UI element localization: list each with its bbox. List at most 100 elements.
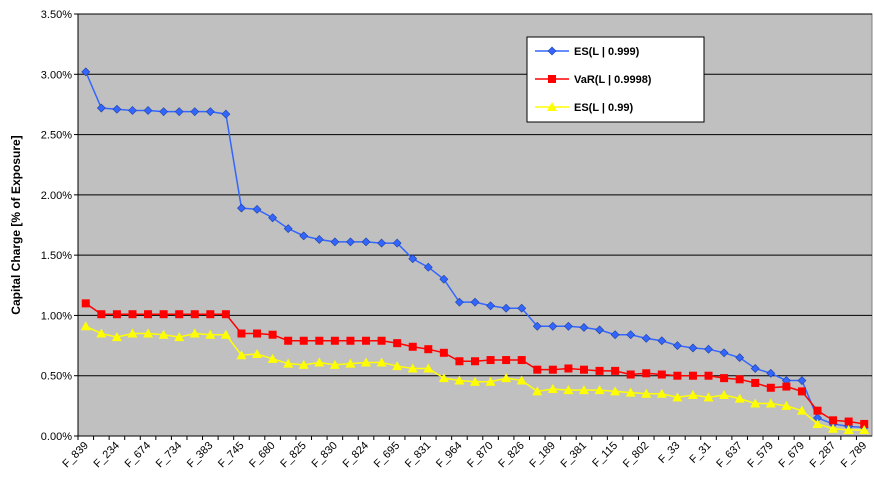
- x-tick-label: F_381: [559, 440, 590, 471]
- data-point: [81, 67, 91, 77]
- data-point: [299, 336, 308, 345]
- y-tick-label: 2.50%: [41, 130, 72, 142]
- x-tick-label: F_825: [278, 440, 309, 471]
- data-point: [128, 310, 137, 319]
- data-point: [253, 329, 262, 338]
- data-point: [128, 106, 137, 115]
- data-point: [143, 106, 153, 115]
- x-tick-label: F_674: [123, 440, 154, 471]
- data-point: [719, 390, 730, 400]
- y-tick-label: 1.00%: [41, 310, 72, 322]
- data-point: [112, 104, 122, 114]
- data-point: [797, 376, 807, 385]
- x-tick-label: F_839: [60, 440, 91, 471]
- data-point: [610, 330, 620, 340]
- data-point: [626, 370, 635, 379]
- legend-label: ES(L | 0.999): [574, 46, 640, 58]
- data-point: [267, 353, 278, 363]
- data-point: [236, 350, 247, 360]
- data-point: [392, 238, 402, 248]
- data-point: [672, 392, 683, 402]
- data-point: [175, 310, 184, 319]
- data-point: [548, 321, 558, 331]
- data-point: [221, 109, 231, 119]
- data-point: [455, 357, 464, 366]
- data-point: [517, 356, 526, 365]
- data-point: [750, 364, 760, 373]
- data-point: [517, 303, 527, 313]
- data-point: [532, 321, 542, 331]
- data-point: [704, 344, 713, 354]
- series: [80, 321, 870, 434]
- legend-marker: [547, 46, 557, 56]
- data-point: [641, 388, 652, 398]
- y-tick-label: 0.00%: [41, 431, 72, 443]
- data-point: [829, 416, 838, 425]
- x-tick-label: F_830: [309, 440, 340, 471]
- data-point: [407, 363, 418, 373]
- data-point: [687, 390, 698, 400]
- x-tick-label: F_383: [185, 440, 216, 471]
- data-point: [844, 417, 853, 426]
- data-point: [330, 336, 339, 345]
- y-tick-label: 2.00%: [41, 190, 72, 202]
- data-point: [735, 353, 745, 363]
- data-point: [205, 107, 215, 117]
- data-point: [438, 373, 449, 383]
- data-point: [237, 203, 246, 213]
- data-point: [486, 356, 495, 365]
- y-tick-label: 1.50%: [41, 250, 72, 262]
- data-point: [361, 357, 372, 367]
- x-tick-label: F_802: [621, 440, 652, 471]
- x-tick-label: F_824: [341, 440, 372, 471]
- data-point: [423, 363, 434, 373]
- data-point: [533, 365, 542, 374]
- data-point: [361, 237, 371, 247]
- data-point: [206, 310, 215, 319]
- data-point: [734, 393, 745, 403]
- data-point: [314, 357, 325, 367]
- data-point: [159, 310, 168, 319]
- data-point: [547, 383, 558, 393]
- data-point: [766, 383, 775, 392]
- data-point: [548, 365, 557, 374]
- y-axis-title: Capital Charge [% of Exposure]: [9, 135, 23, 314]
- data-point: [579, 365, 588, 374]
- data-point: [625, 387, 636, 397]
- data-point: [673, 371, 682, 380]
- data-point: [672, 341, 682, 350]
- data-point: [143, 328, 154, 338]
- data-point: [377, 238, 387, 248]
- data-point: [220, 329, 231, 339]
- data-point: [563, 321, 573, 331]
- data-point: [423, 262, 433, 272]
- data-point: [127, 328, 138, 338]
- data-point: [641, 333, 651, 343]
- data-point: [470, 376, 480, 386]
- data-point: [408, 342, 417, 351]
- data-point: [314, 235, 324, 244]
- data-point: [564, 364, 573, 373]
- data-point: [471, 357, 479, 366]
- x-tick-label: F_234: [91, 440, 122, 471]
- data-point: [765, 398, 776, 408]
- legend-marker: [547, 102, 557, 111]
- data-point: [828, 423, 839, 433]
- data-point: [704, 371, 713, 380]
- data-point: [439, 348, 448, 357]
- x-tick-label: F_31: [687, 440, 713, 466]
- data-point: [393, 339, 402, 348]
- data-point: [563, 385, 574, 395]
- x-tick-label: F_115: [590, 440, 620, 470]
- data-point: [657, 370, 666, 379]
- data-point: [96, 103, 106, 113]
- data-point: [595, 325, 604, 335]
- data-point: [97, 310, 106, 319]
- data-point: [221, 310, 230, 319]
- data-point: [298, 359, 309, 369]
- data-point: [812, 418, 823, 428]
- data-point: [626, 330, 636, 340]
- data-point: [688, 371, 697, 380]
- data-point: [532, 386, 543, 396]
